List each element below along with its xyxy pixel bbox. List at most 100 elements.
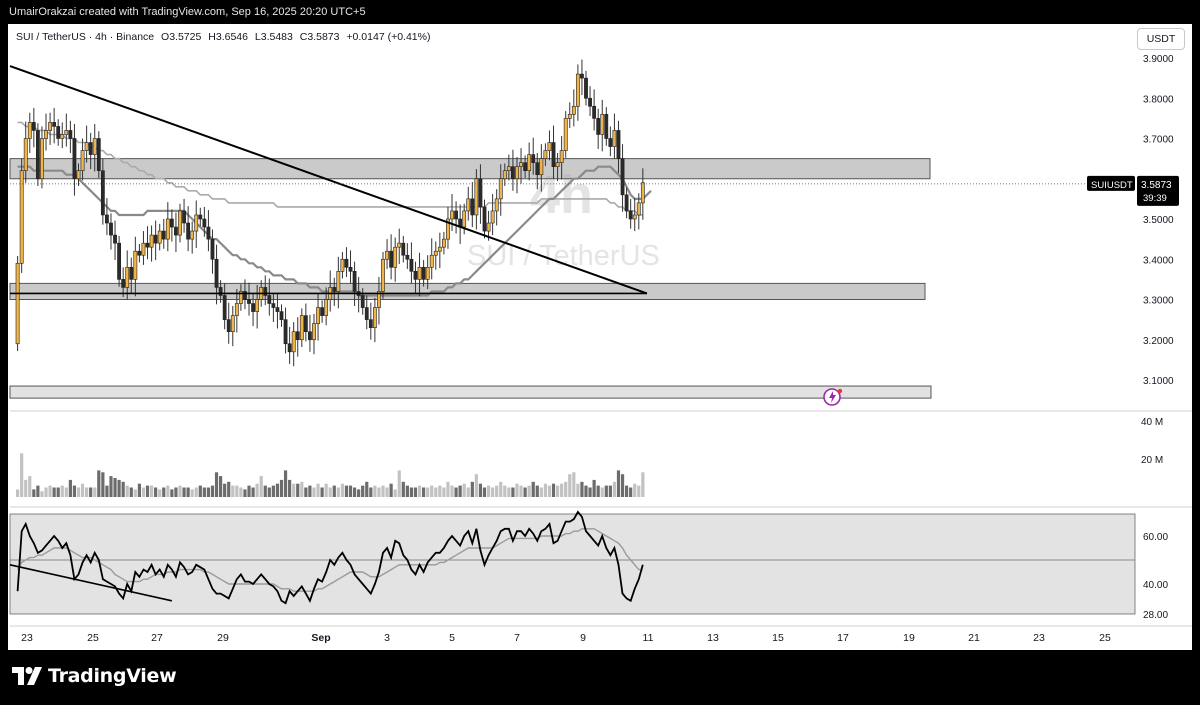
candle-down [145,242,150,248]
volume-bar-down [352,487,357,497]
candle-up [502,170,507,180]
volume-bar-down [458,485,462,497]
volume-bar-up [194,487,198,497]
candle-up [515,166,519,180]
volume-bar-up [572,472,576,497]
volume-bar-down [137,483,141,497]
volume-bar-up [259,476,263,497]
candle-down [624,194,629,212]
candle-up [486,222,491,232]
volume-bar-down [36,485,40,497]
volume-bar-down [308,485,312,497]
candle-down [535,162,540,176]
candle-down [344,258,349,268]
time-axis-label: 17 [837,632,849,644]
candle-down [279,311,284,320]
volume-bar-up [312,487,316,497]
legend-symbol[interactable]: SUI / TetherUS · 4h · Binance [16,31,155,43]
candle-up [441,238,446,248]
volume-bar-down [478,483,483,497]
tradingview-logo[interactable]: TradingView [12,665,177,687]
candle-up [498,178,503,200]
volume-bar-down [361,485,365,497]
volume-bar-down [596,485,600,497]
volume-bar-up [397,470,401,497]
volume-bar-up [20,453,24,497]
volume-bar-down [288,479,292,497]
volume-bar-down [409,487,414,497]
volume-bar-down [401,481,405,497]
candle-up [316,307,320,324]
volume-bar-down [279,479,284,497]
candle-up [92,138,97,155]
volume-bar-down [251,487,255,497]
volume-bar-up [40,491,44,497]
candle-down [206,226,211,240]
candle-down [113,234,117,244]
candle-up [340,258,345,272]
volume-bar-up [564,481,568,497]
candle-up [571,106,576,115]
candle-up [381,258,385,292]
candle-up [141,242,146,256]
volume-bar-down [32,489,36,497]
candle-down [222,295,227,320]
time-axis-label: 23 [21,632,33,644]
candle-up [450,210,454,220]
candle-up [133,250,138,280]
candle-up [60,134,65,139]
volume-bar-down [592,479,596,497]
candle-up [417,266,422,280]
candle-up [15,262,20,345]
volume-bar-down [182,487,186,497]
volume-bar-down [620,474,625,497]
candle-down [531,154,536,163]
candle-up [490,210,495,224]
volume-bar-up [300,481,304,497]
candle-down [169,218,174,228]
volume-bar-up [158,489,162,497]
volume-bar-up [64,487,68,497]
volume-bar-up [434,487,438,497]
volume-bar-down [271,485,275,497]
time-axis-label: 9 [580,632,586,644]
symbol-legend[interactable]: SUI / TetherUS · 4h · Binance O3.5725 H3… [16,31,434,43]
candle-up [194,214,199,232]
volume-bar-down [608,485,612,497]
candle-down [478,178,483,208]
volume-bar-down [535,485,539,497]
candle-up [190,230,195,240]
volume-bar-down [263,485,267,497]
volume-bar-down [129,487,133,497]
volume-bar-up [125,485,129,497]
candle-down [121,279,126,288]
candle-down [421,266,426,280]
candle-up [575,73,580,107]
rsi-band [9,513,1136,615]
candle-down [482,206,487,232]
volume-bar-down [174,487,178,497]
volume-bar-down [109,476,113,497]
candle-down [551,142,556,167]
candle-up [149,234,154,248]
rsi-axis-label: 28.00 [1143,610,1168,621]
candle-up [19,170,24,264]
volume-bar-up [515,483,519,497]
candle-down [109,222,113,236]
candle-down [31,122,36,131]
volume-axis-label: 40 M [1141,417,1163,428]
volume-bar-up [235,485,239,497]
volume-bar-up [28,476,32,497]
time-axis-label: 27 [151,632,163,644]
volume-bar-down [223,483,227,497]
candle-up [519,162,523,167]
volume-bar-up [377,487,381,497]
candle-down [243,291,247,300]
attribution-text: UmairOrakzai created with TradingView.co… [9,6,366,18]
volume-bar-up [292,483,296,497]
currency-button[interactable]: USDT [1137,28,1185,50]
volume-bar-up [486,485,491,497]
candle-down [308,331,312,341]
candle-down [580,73,584,79]
